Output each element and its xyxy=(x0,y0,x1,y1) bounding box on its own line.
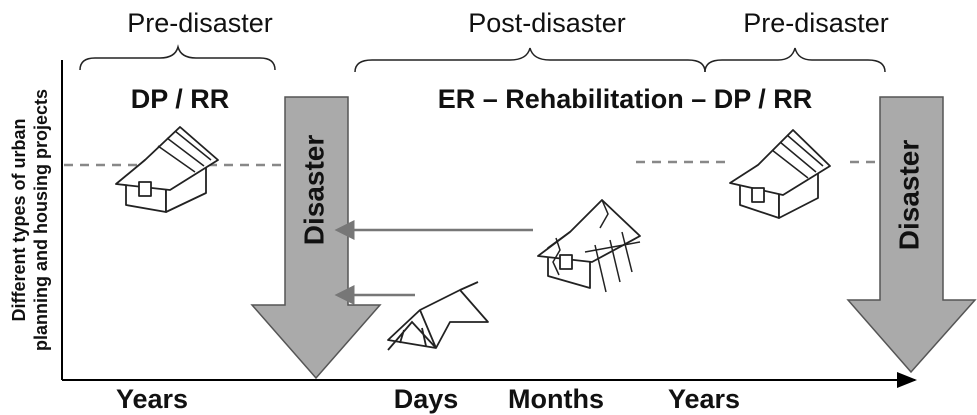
y-axis-label: Different types of urban xyxy=(9,118,29,321)
heading: ER – Rehabilitation – DP / RR xyxy=(438,84,813,114)
diagram: Pre-disaster Post-disaster Pre-disaster … xyxy=(0,0,977,415)
x-axis-label: Months xyxy=(508,384,604,414)
brace xyxy=(355,48,705,72)
brace xyxy=(80,47,275,70)
damaged-house-icon xyxy=(538,200,640,292)
phase-label: Pre-disaster xyxy=(743,8,889,38)
heading: DP / RR xyxy=(131,84,230,114)
x-axis-label: Days xyxy=(394,384,459,414)
event-label: Disaster xyxy=(893,140,924,251)
brace xyxy=(705,48,885,72)
phase-label: Post-disaster xyxy=(468,8,626,38)
tent-icon xyxy=(388,282,488,350)
y-axis-label: planning and housing projects xyxy=(31,89,51,351)
event-label: Disaster xyxy=(298,135,329,246)
x-axis-label: Years xyxy=(116,384,188,414)
x-axis-label: Years xyxy=(668,384,740,414)
house-icon xyxy=(730,130,830,218)
phase-label: Pre-disaster xyxy=(127,8,273,38)
house-icon xyxy=(116,127,218,212)
